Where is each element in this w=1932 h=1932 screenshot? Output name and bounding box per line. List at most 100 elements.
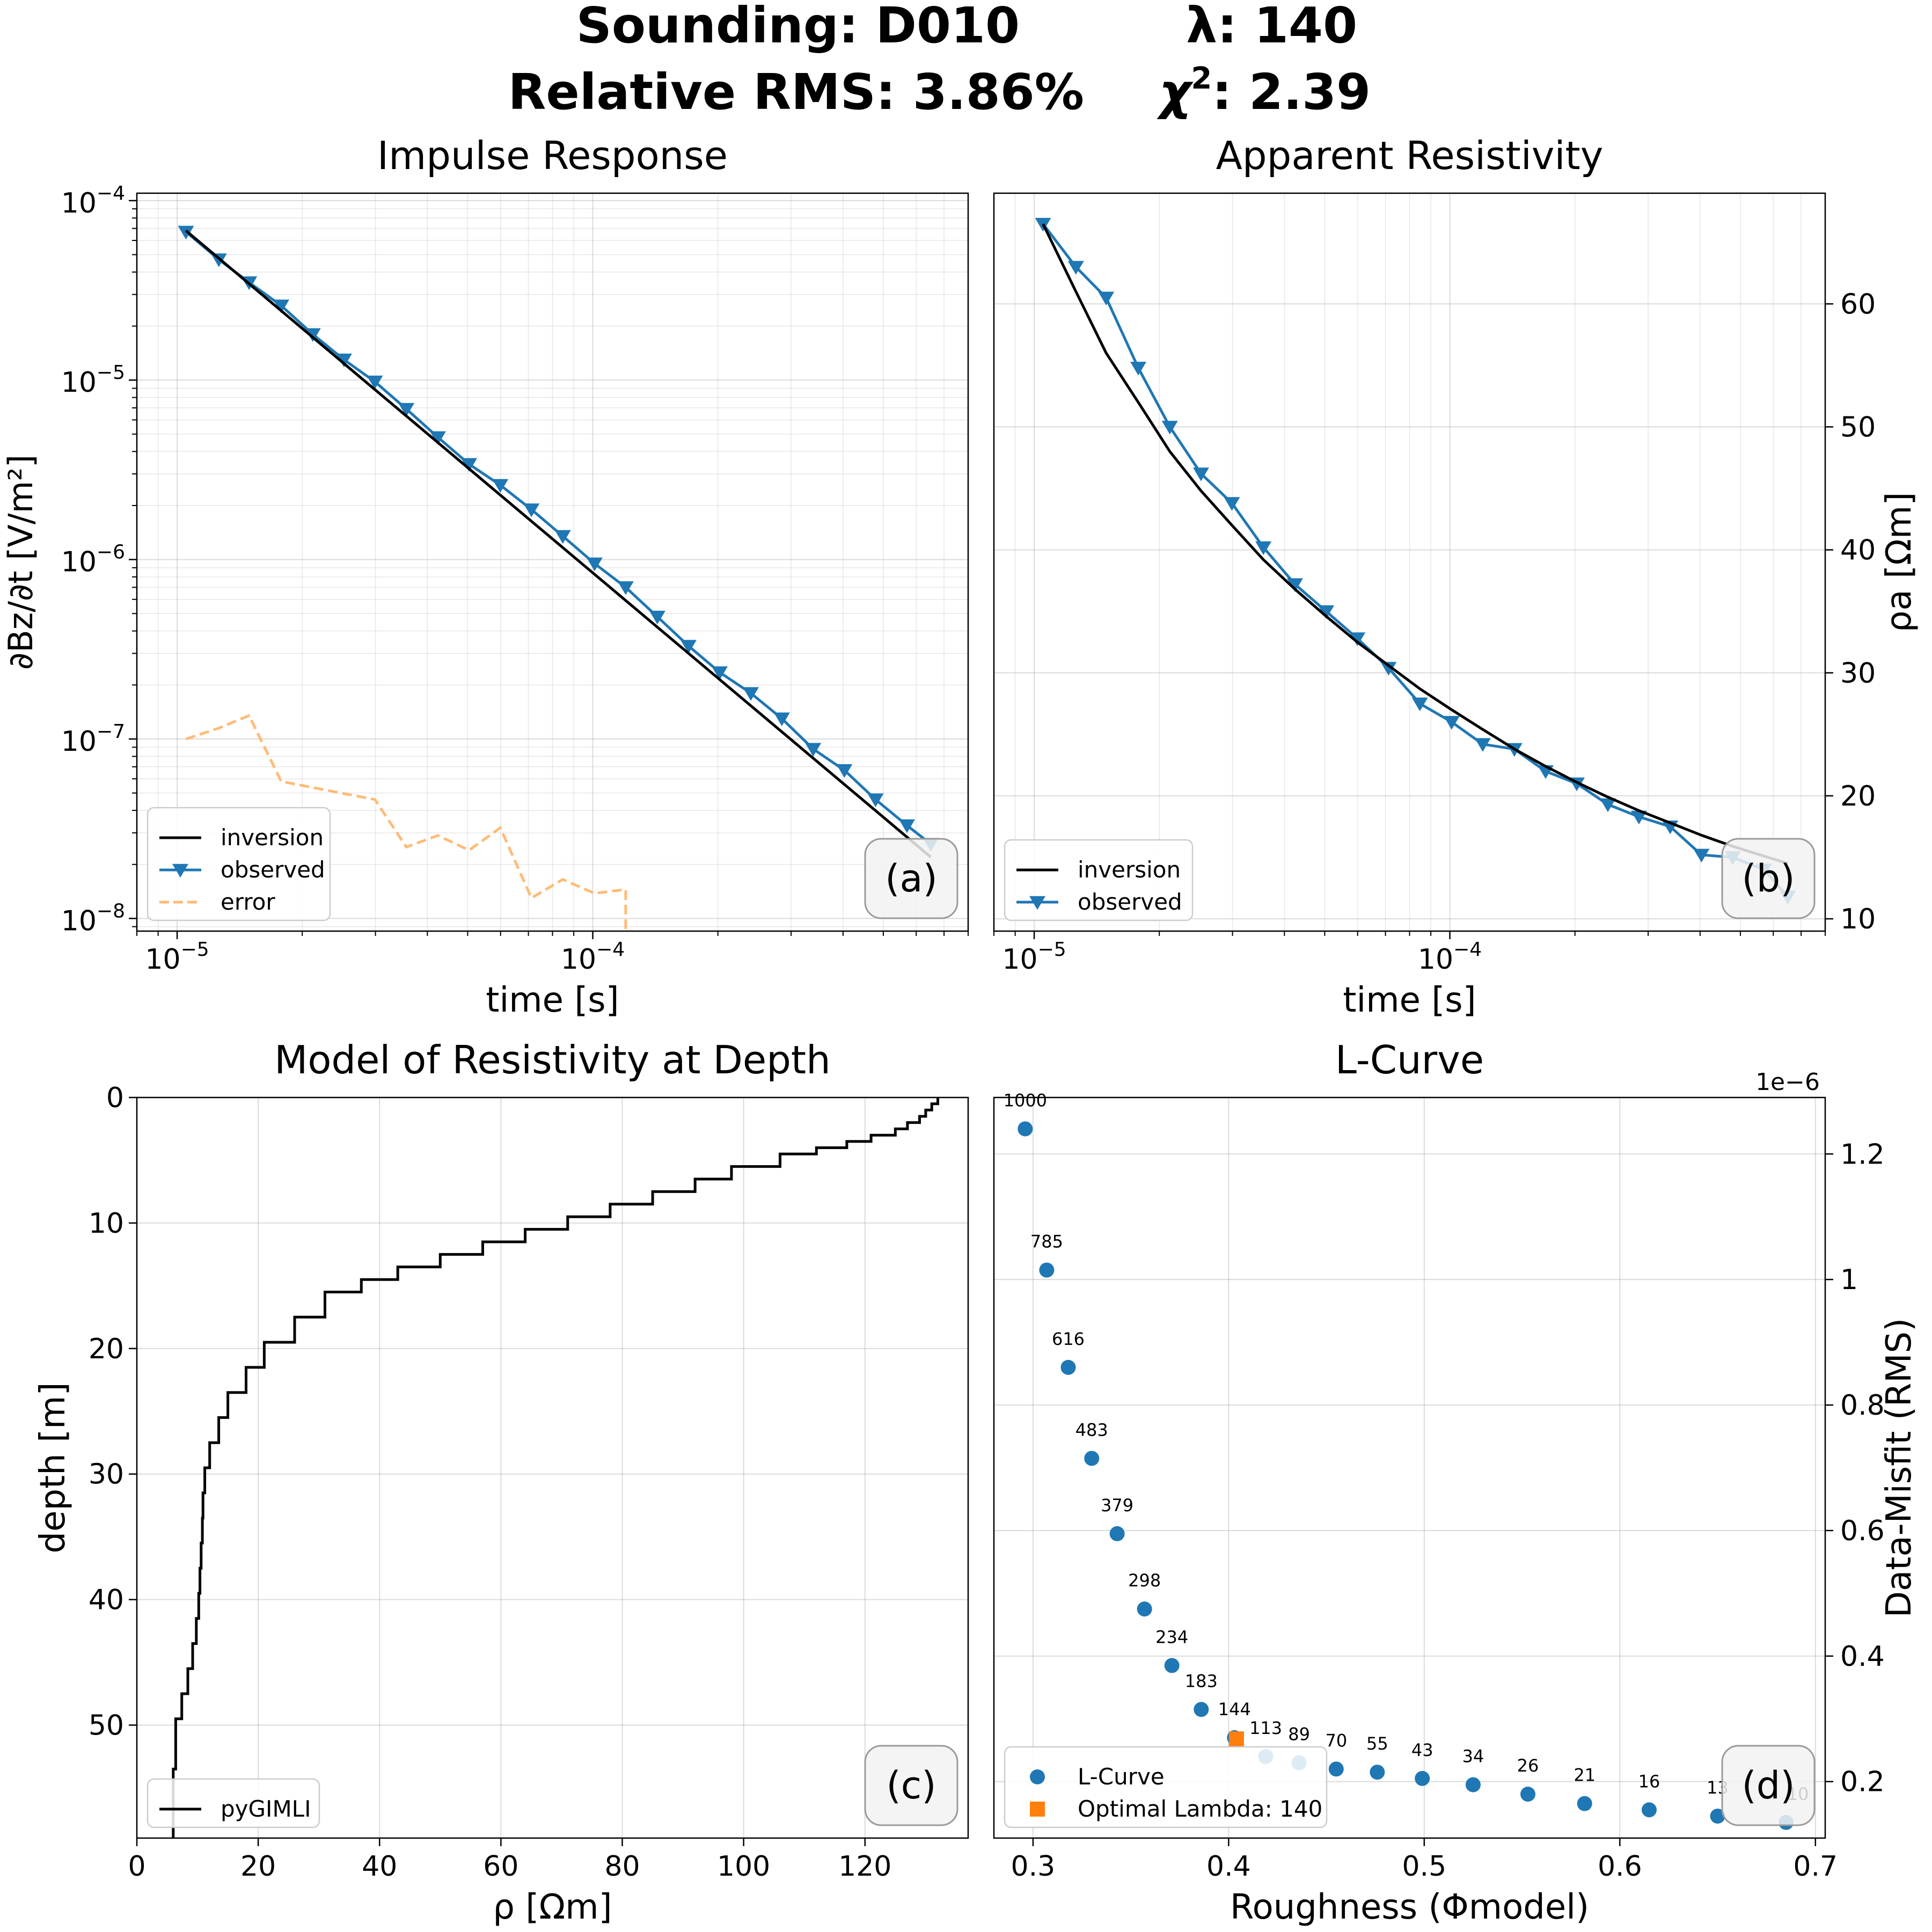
- lcurve-point-12: [1370, 1765, 1385, 1780]
- x-tick-label-1-1: 10−4: [1418, 939, 1482, 976]
- lcurve-point-0: [1018, 1121, 1033, 1137]
- lcurve-point-11: [1328, 1761, 1344, 1777]
- y-tick-label-3-5: 1.2: [1840, 1138, 1885, 1170]
- y-tick-label-1-1: 20: [1840, 780, 1876, 813]
- lcurve-label-4: 379: [1101, 1495, 1133, 1516]
- x-axis-label-b: time [s]: [1343, 980, 1476, 1020]
- y-tick-label-0-0-base: 10: [61, 905, 97, 937]
- chart-title-0: Impulse Response: [377, 133, 728, 178]
- y-tick-label-3-4: 1: [1840, 1264, 1858, 1296]
- legend-label-0-1: observed: [221, 857, 325, 883]
- y-tick-label-0-0: 10−8: [61, 900, 125, 937]
- y-tick-label-3-0: 0.2: [1840, 1766, 1885, 1798]
- lcurve-point-15: [1520, 1787, 1536, 1802]
- legend-marker-1-1: [1029, 896, 1045, 910]
- legend-marker-0-1: [172, 863, 188, 878]
- panel-label-0: (a): [885, 857, 938, 901]
- y-tick-label-1-3: 40: [1840, 535, 1876, 567]
- y-tick-label-0-1: 10−7: [61, 721, 125, 758]
- chart-title-2: Model of Resistivity at Depth: [274, 1037, 831, 1082]
- x-tick-label-2-5: 100: [717, 1850, 770, 1883]
- grid-0: [137, 193, 968, 931]
- lcurve-label-3: 483: [1075, 1419, 1108, 1440]
- grid-1: [994, 193, 1825, 931]
- rms-title: Relative RMS: 3.86%: [508, 63, 1084, 121]
- y-tick-label-0-0-exp: −8: [97, 900, 125, 922]
- legend-label-1-0: inversion: [1078, 857, 1181, 883]
- observed-point-5: [335, 353, 352, 368]
- optimal-lambda-marker: [1228, 1731, 1244, 1747]
- x-tick-label-3-4: 0.7: [1793, 1850, 1838, 1883]
- lcurve-label-13: 43: [1411, 1740, 1433, 1760]
- x-axis-label-d: Roughness (Φmodel): [1230, 1887, 1589, 1927]
- axes-frame-0: [136, 192, 969, 932]
- lcurve-label-6: 234: [1155, 1627, 1188, 1647]
- resistivity-step-line: [172, 1097, 939, 1838]
- y-tick-label-3-2: 0.6: [1840, 1515, 1885, 1547]
- y-axis-label-a: ∂Bz/∂t [V/m²]: [1, 455, 40, 670]
- axes-frames: [129, 192, 1833, 1846]
- observed-point-19: [773, 712, 790, 727]
- y-axis-label-d: Data-Misfit (RMS): [1879, 1318, 1919, 1618]
- observed-rho-point-12: [1411, 697, 1428, 712]
- lcurve-point-18: [1710, 1809, 1725, 1824]
- y-axis-label-b: ρa [Ωm]: [1879, 492, 1919, 632]
- y-tick-label-0-2: 10−6: [61, 541, 125, 579]
- observed-rho-point-10: [1349, 632, 1366, 646]
- y-tick-label-1-2: 30: [1840, 657, 1876, 690]
- chi-title: χ2: 2.39: [1159, 61, 1371, 121]
- x-tick-label-3-3: 0.6: [1598, 1850, 1642, 1883]
- inversion-series-line: [185, 229, 932, 858]
- axes-frame-3: [993, 1096, 1826, 1839]
- lcurve-label-5: 298: [1128, 1570, 1161, 1591]
- x-tick-label-2-1: 20: [240, 1850, 276, 1883]
- x-axis-label-c: ρ [Ωm]: [493, 1887, 612, 1927]
- observed-point-12: [554, 530, 571, 544]
- observed-point-0: [178, 225, 194, 240]
- observed-rho-point-4: [1161, 421, 1178, 435]
- observed-rho-point-2: [1098, 291, 1115, 306]
- chi-value: : 2.39: [1212, 63, 1371, 121]
- x-tick-label-1-0: 10−5: [1002, 939, 1066, 976]
- y-axis-label-c: depth [m]: [33, 1382, 73, 1554]
- lcurve-label-8: 144: [1218, 1699, 1251, 1719]
- y-tick-label-2-4: 40: [89, 1584, 124, 1616]
- lcurve-label-16: 21: [1574, 1765, 1596, 1785]
- chart-title-1: Apparent Resistivity: [1216, 133, 1604, 178]
- lambda-title: λ: 140: [1186, 0, 1358, 54]
- y-tick-label-2-0: 0: [106, 1082, 124, 1114]
- chi-superscript: 2: [1191, 61, 1212, 97]
- x-tick-label-3-0: 0.3: [1011, 1850, 1056, 1883]
- lcurve-point-5: [1137, 1601, 1152, 1617]
- observed-rho-point-7: [1255, 541, 1272, 555]
- observed-point-17: [712, 666, 728, 680]
- observed-rho-point-18: [1600, 798, 1616, 813]
- lcurve-label-15: 26: [1517, 1755, 1539, 1776]
- legend-label-1-1: observed: [1078, 889, 1182, 915]
- observed-rho-point-13: [1443, 716, 1460, 730]
- x-tick-label-2-6: 120: [838, 1850, 891, 1883]
- y-tick-label-3-1: 0.4: [1840, 1641, 1885, 1673]
- y-tick-label-1-0: 10: [1840, 903, 1876, 935]
- observed-rho-point-1: [1067, 261, 1084, 275]
- x-tick-label-2-3: 60: [483, 1850, 518, 1883]
- observed-rho-point-19: [1630, 810, 1647, 825]
- x-tick-label-2-4: 80: [604, 1850, 640, 1883]
- legend-label-3-0: L-Curve: [1078, 1763, 1165, 1790]
- observed-point-14: [617, 581, 634, 595]
- y-tick-label-0-3-exp: −5: [97, 362, 125, 384]
- observed-point-11: [523, 503, 540, 517]
- observed-rho-point-9: [1318, 605, 1335, 619]
- x-tick-label-0-0-exp: −5: [181, 939, 209, 961]
- lcurve-point-3: [1084, 1451, 1100, 1466]
- observed-point-18: [743, 687, 759, 701]
- y-tick-label-2-3: 30: [89, 1459, 124, 1491]
- lcurve-label-2: 616: [1052, 1329, 1085, 1349]
- observed-point-6: [367, 375, 383, 390]
- x-tick-label-1-1-base: 10: [1418, 943, 1453, 976]
- lcurve-point-7: [1194, 1702, 1209, 1717]
- x-tick-label-0-0-base: 10: [145, 943, 180, 976]
- observed-rho-point-8: [1286, 578, 1303, 592]
